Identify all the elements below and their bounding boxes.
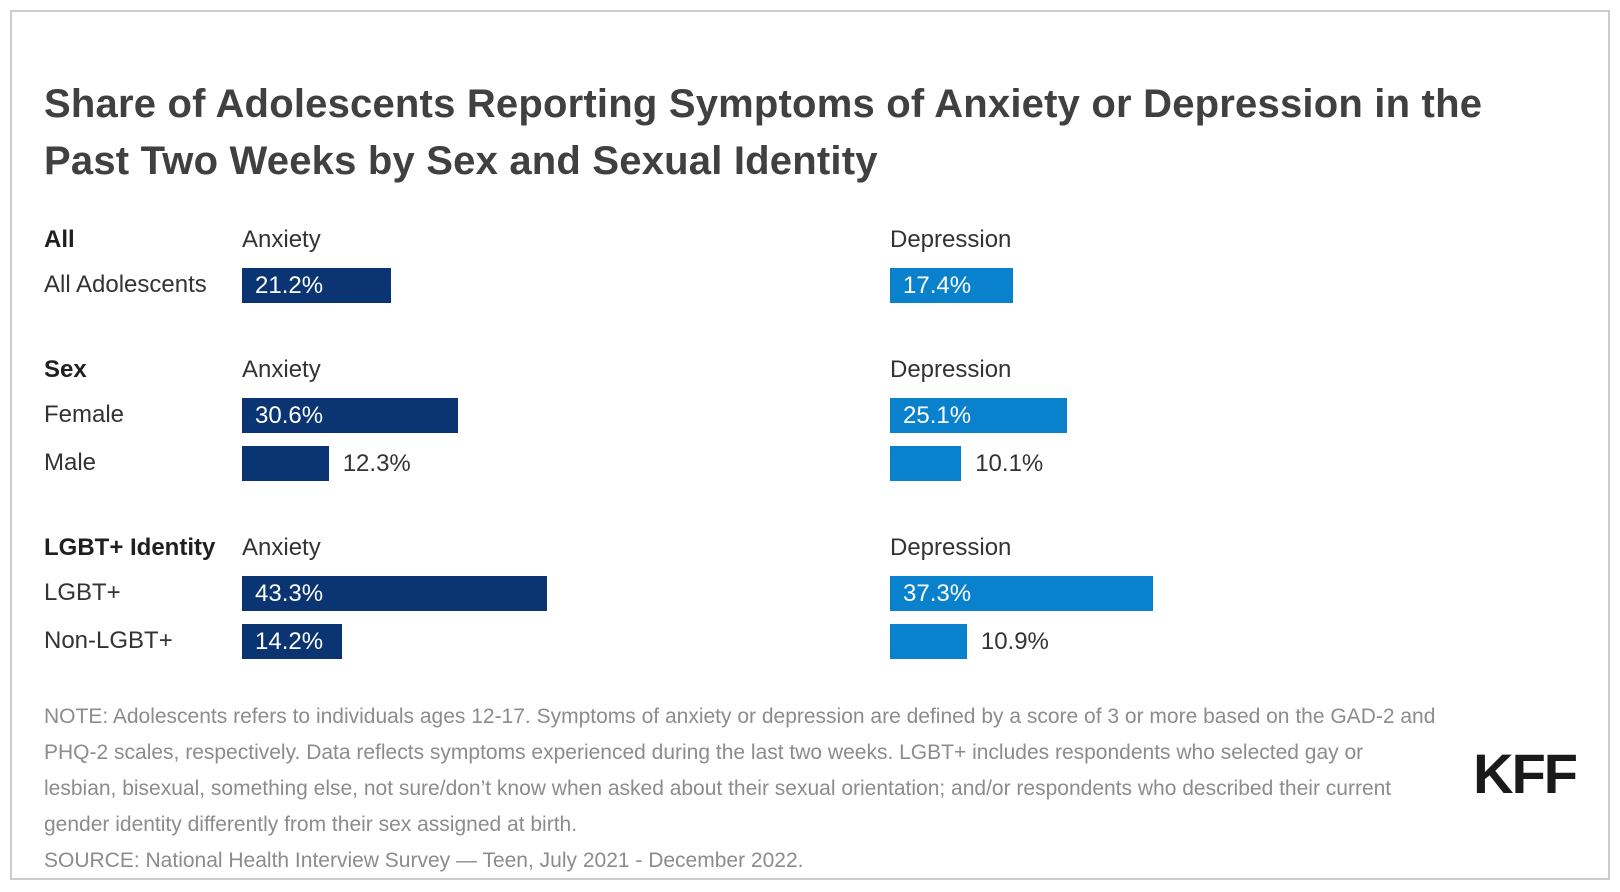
section-sex-header: Sex Anxiety Depression bbox=[44, 356, 1576, 384]
bar-value-label: 17.4% bbox=[903, 271, 972, 299]
section-lgbt-header: LGBT+ Identity Anxiety Depression bbox=[44, 534, 1576, 562]
section-sex-rows: Female 30.6% 25.1% Male 12.3% 10.1% bbox=[44, 397, 1576, 481]
section-label: LGBT+ Identity bbox=[44, 533, 216, 561]
depression-bar-cell: 17.4% bbox=[890, 267, 1576, 303]
anxiety-column-header: Anxiety bbox=[242, 533, 321, 561]
anxiety-bar: 30.6% bbox=[242, 397, 458, 433]
chart-content: Share of Adolescents Reporting Symptoms … bbox=[12, 12, 1608, 878]
depression-bar: 10.1% bbox=[890, 445, 1043, 481]
depression-column-header: Depression bbox=[890, 533, 1012, 561]
section-label: All bbox=[44, 225, 75, 253]
chart-frame: Share of Adolescents Reporting Symptoms … bbox=[10, 10, 1610, 880]
bar-value-label: 10.1% bbox=[975, 449, 1044, 477]
depression-bar: 37.3% bbox=[890, 575, 1153, 611]
row-lgbt: LGBT+ 43.3% 37.3% bbox=[44, 575, 1576, 611]
row-label: Male bbox=[44, 449, 97, 477]
row-male: Male 12.3% 10.1% bbox=[44, 445, 1576, 481]
section-sex: Sex Anxiety Depression Female 30.6% 25.1… bbox=[44, 356, 1576, 481]
bar-value-label: 43.3% bbox=[255, 579, 324, 607]
anxiety-bar: 14.2% bbox=[242, 623, 343, 659]
depression-column-header: Depression bbox=[890, 225, 1012, 253]
depression-bar: 10.9% bbox=[890, 623, 1049, 659]
depression-bar-cell: 10.9% bbox=[890, 623, 1576, 659]
row-non-lgbt: Non-LGBT+ 14.2% 10.9% bbox=[44, 623, 1576, 659]
chart-title: Share of Adolescents Reporting Symptoms … bbox=[44, 82, 1483, 183]
bar-value-label: 30.6% bbox=[255, 401, 324, 429]
section-lgbt-rows: LGBT+ 43.3% 37.3% Non-LGBT+ 14.2% 10.9% bbox=[44, 575, 1576, 659]
depression-bar: 25.1% bbox=[890, 397, 1067, 433]
anxiety-column-header: Anxiety bbox=[242, 355, 321, 383]
depression-bar-cell: 10.1% bbox=[890, 445, 1576, 481]
bar-value-label: 12.3% bbox=[342, 449, 411, 477]
depression-column-header: Depression bbox=[890, 355, 1012, 383]
depression-bar-cell: 25.1% bbox=[890, 397, 1576, 433]
row-label: All Adolescents bbox=[44, 271, 207, 299]
row-female: Female 30.6% 25.1% bbox=[44, 397, 1576, 433]
anxiety-column-header: Anxiety bbox=[242, 225, 321, 253]
note-text: NOTE: Adolescents refers to individuals … bbox=[44, 704, 1436, 836]
depression-bar-cell: 37.3% bbox=[890, 575, 1576, 611]
section-label: Sex bbox=[44, 355, 87, 383]
depression-bar: 17.4% bbox=[890, 267, 1013, 303]
row-label: Female bbox=[44, 401, 125, 429]
kff-logo: KFF bbox=[1473, 742, 1578, 805]
section-all-header: All Anxiety Depression bbox=[44, 226, 1576, 254]
bar-value-label: 10.9% bbox=[980, 627, 1049, 655]
anxiety-bar-cell: 12.3% bbox=[242, 445, 890, 481]
source-text: SOURCE: National Health Interview Survey… bbox=[44, 848, 804, 872]
anxiety-bar-cell: 30.6% bbox=[242, 397, 890, 433]
anxiety-bar-cell: 21.2% bbox=[242, 267, 890, 303]
anxiety-bar-cell: 14.2% bbox=[242, 623, 890, 659]
section-all: All Anxiety Depression All Adolescents 2… bbox=[44, 226, 1576, 303]
row-all-adolescents: All Adolescents 21.2% 17.4% bbox=[44, 267, 1576, 303]
bar-value-label: 21.2% bbox=[255, 271, 324, 299]
bar-value-label: 37.3% bbox=[903, 579, 972, 607]
anxiety-bar-cell: 43.3% bbox=[242, 575, 890, 611]
section-all-rows: All Adolescents 21.2% 17.4% bbox=[44, 267, 1576, 303]
anxiety-bar: 21.2% bbox=[242, 267, 392, 303]
anxiety-bar: 12.3% bbox=[242, 445, 411, 481]
section-lgbt-identity: LGBT+ Identity Anxiety Depression LGBT+ … bbox=[44, 534, 1576, 659]
row-label: LGBT+ bbox=[44, 579, 121, 607]
bar-value-label: 25.1% bbox=[903, 401, 972, 429]
footnotes: NOTE: Adolescents refers to individuals … bbox=[44, 699, 1439, 879]
anxiety-bar: 43.3% bbox=[242, 575, 548, 611]
bar-value-label: 14.2% bbox=[255, 627, 324, 655]
row-label: Non-LGBT+ bbox=[44, 627, 173, 655]
